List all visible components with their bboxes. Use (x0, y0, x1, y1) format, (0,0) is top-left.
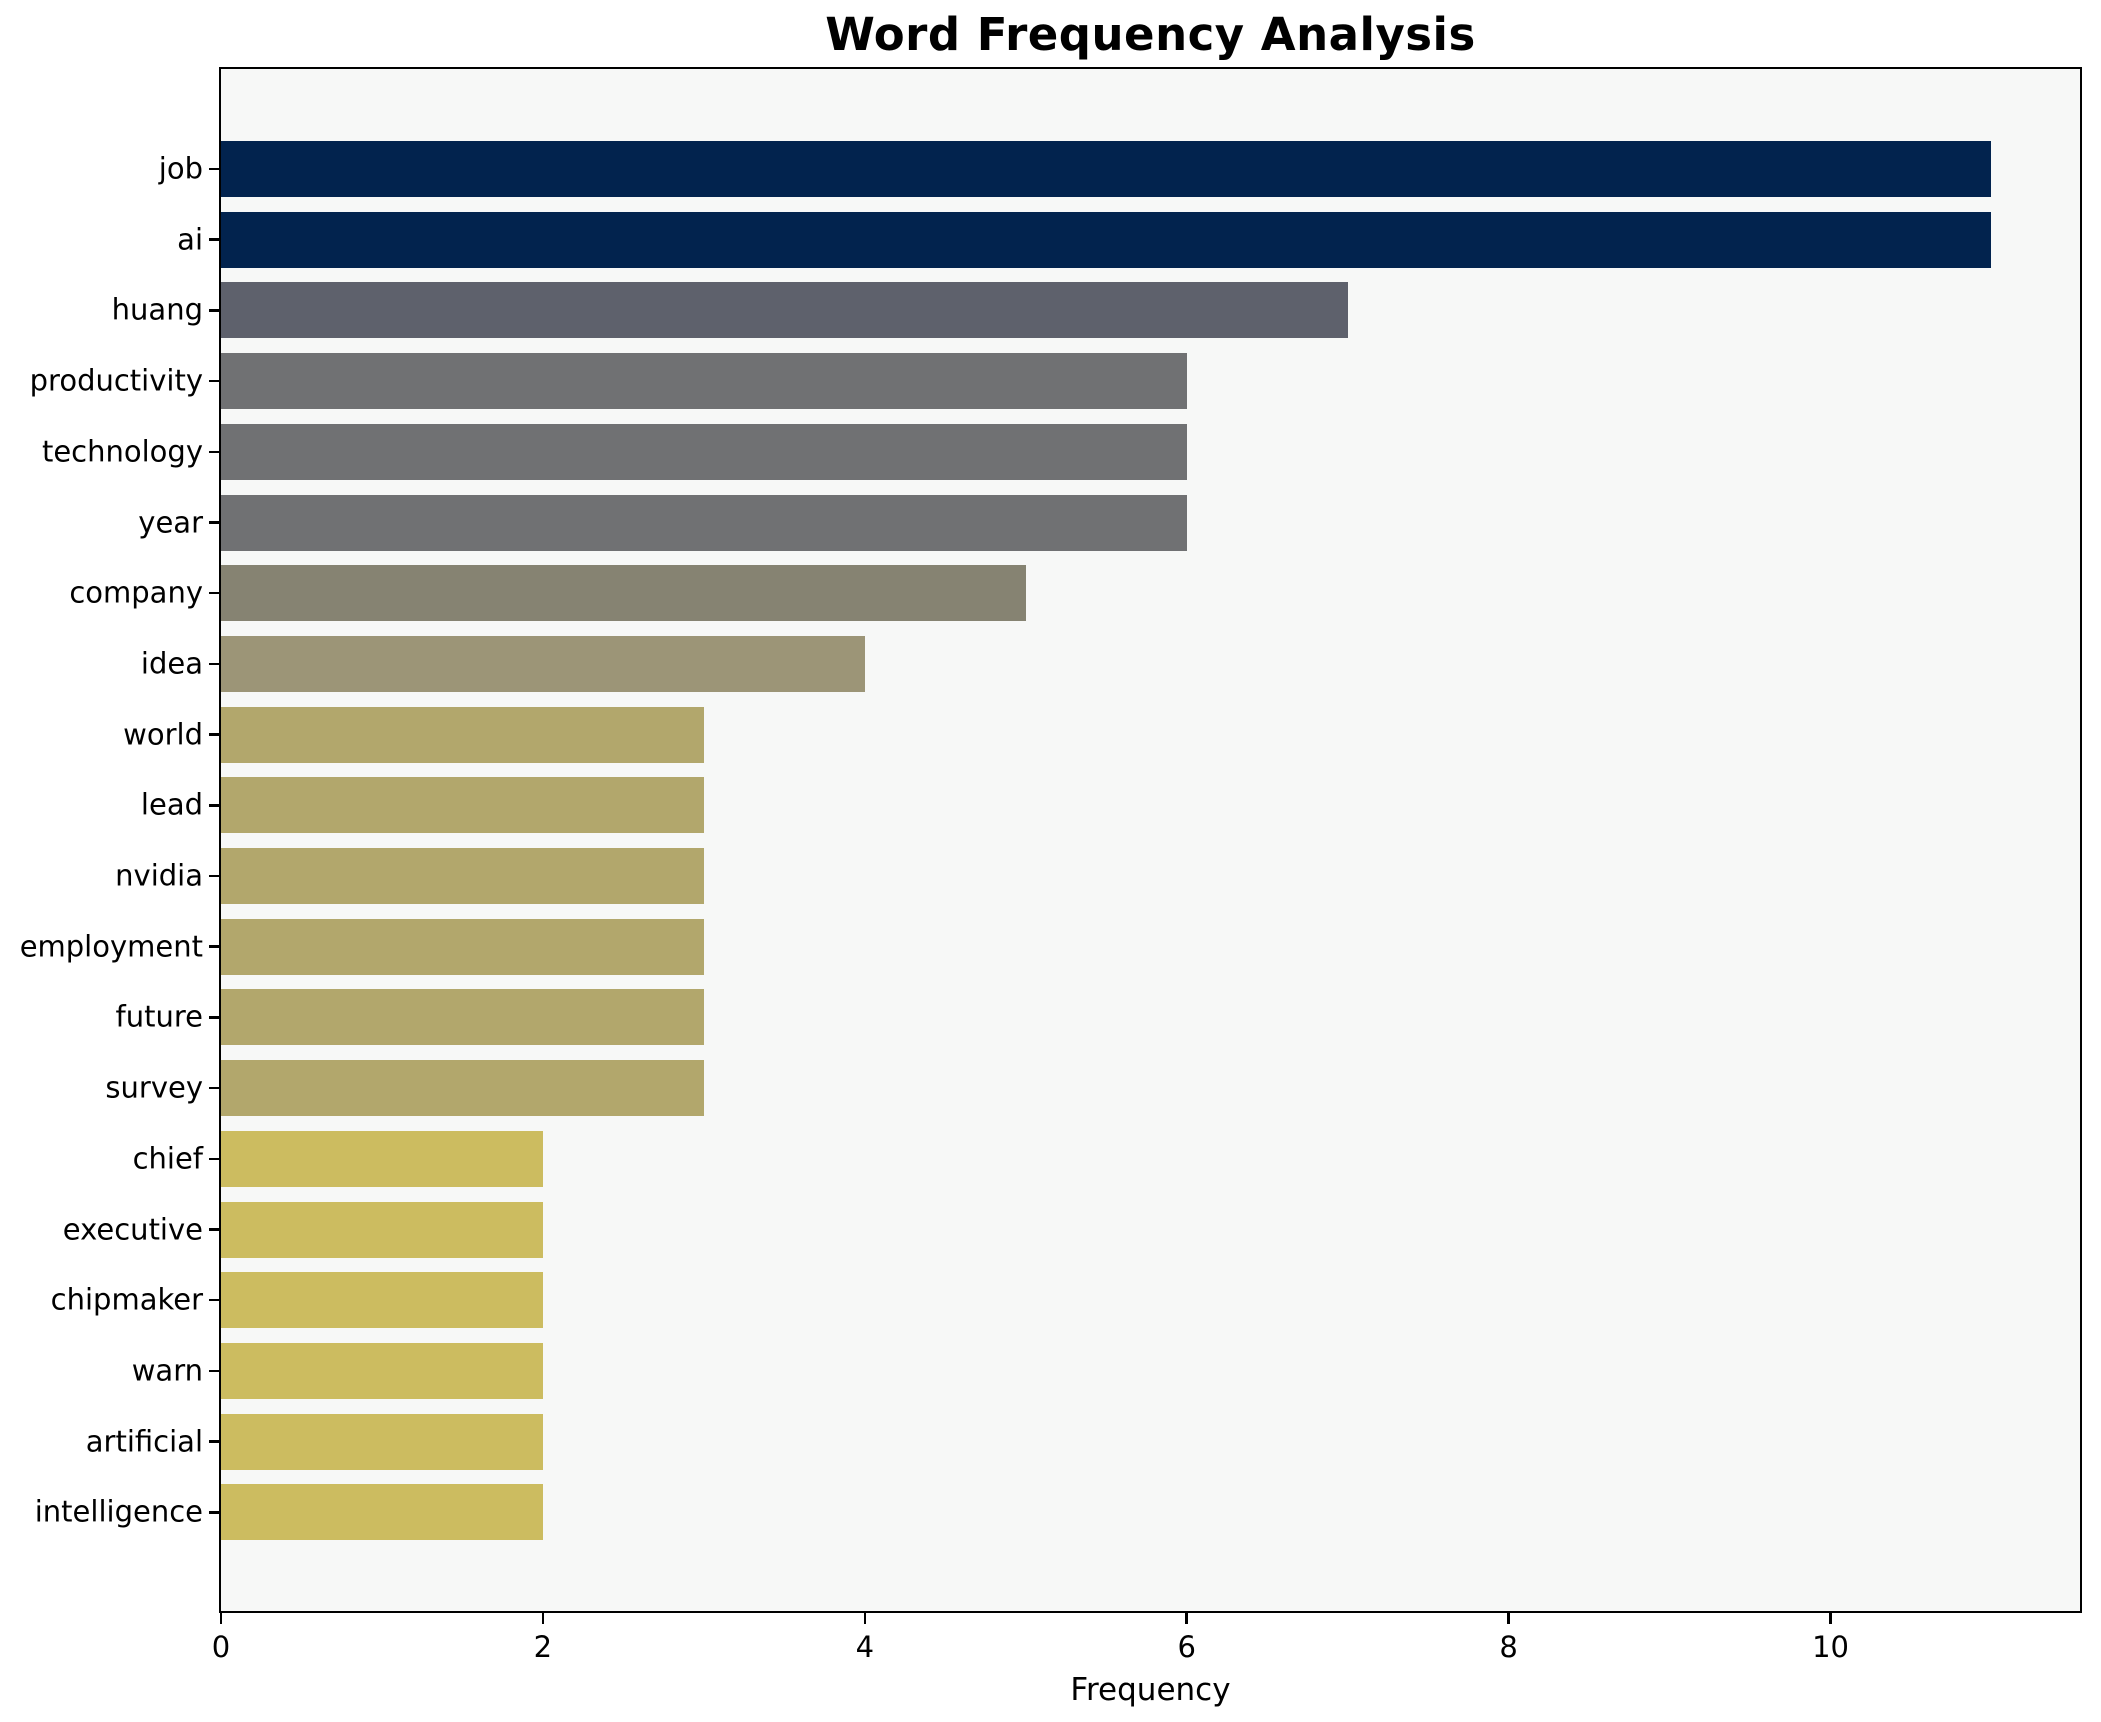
y-tick-mark (209, 1016, 221, 1019)
plot-area (221, 69, 2080, 1611)
y-label-warn: warn (131, 1353, 203, 1388)
y-tick-mark (209, 591, 221, 595)
bar-chief (221, 1130, 543, 1187)
bar-technology (221, 423, 1187, 480)
bar-chipmaker (221, 1272, 543, 1329)
chart-title: Word Frequency Analysis (825, 8, 1476, 61)
y-tick-mark (209, 450, 221, 454)
x-tick-label: 10 (1812, 1630, 1849, 1664)
bar-warn (221, 1342, 543, 1399)
y-tick-mark (209, 1440, 221, 1443)
x-tick-mark (541, 1611, 545, 1624)
x-tick-mark (1185, 1611, 1188, 1624)
x-tick-label: 6 (1177, 1630, 1196, 1664)
y-tick-mark (209, 167, 221, 171)
y-label-intelligence: intelligence (34, 1494, 203, 1529)
y-label-employment: employment (19, 929, 203, 964)
y-tick-mark (209, 804, 221, 807)
bar-ai (221, 211, 1992, 268)
bar-artificial (221, 1413, 543, 1470)
y-tick-mark (209, 1369, 221, 1373)
y-label-lead: lead (140, 787, 203, 822)
y-tick-mark (209, 1228, 221, 1231)
y-tick-mark (209, 662, 221, 666)
y-axis: job ai huang productivity technology year comp… (0, 69, 203, 1611)
bar-lead (221, 777, 704, 834)
y-tick-mark (209, 238, 221, 241)
y-tick-mark (209, 521, 221, 524)
bar-company (221, 565, 1026, 622)
y-label-survey: survey (105, 1070, 203, 1105)
y-label-future: future (115, 999, 203, 1034)
y-label-huang: huang (111, 292, 203, 327)
y-label-chief: chief (132, 1141, 203, 1176)
bar-world (221, 706, 704, 763)
y-tick-mark (209, 379, 221, 383)
bar-productivity (221, 353, 1187, 410)
y-label-nvidia: nvidia (115, 858, 203, 893)
x-tick-label: 0 (211, 1630, 231, 1664)
y-tick-mark (209, 1157, 221, 1161)
y-label-chipmaker: chipmaker (50, 1282, 203, 1317)
y-tick-mark (209, 874, 221, 878)
y-tick-mark (209, 1086, 221, 1090)
y-label-ai: ai (177, 222, 203, 257)
x-tick-mark (1507, 1611, 1510, 1624)
y-tick-mark (209, 1298, 221, 1302)
bar-intelligence (221, 1484, 543, 1541)
x-tick-label: 8 (1499, 1630, 1518, 1664)
y-label-year: year (138, 505, 203, 539)
y-tick-mark (209, 733, 221, 736)
x-axis-label: Frequency (1070, 1672, 1231, 1708)
y-label-world: world (123, 717, 203, 752)
bar-survey (221, 1060, 704, 1117)
bar-employment (221, 918, 704, 975)
y-tick-mark (209, 945, 221, 948)
bar-nvidia (221, 848, 704, 904)
y-label-technology: technology (41, 434, 203, 469)
bar-job (221, 141, 1992, 197)
y-label-job: job (158, 151, 203, 186)
y-label-executive: executive (62, 1212, 203, 1246)
x-tick-label: 4 (855, 1630, 875, 1664)
y-tick-mark (209, 1511, 221, 1514)
bar-idea (221, 635, 865, 692)
bar-executive (221, 1201, 543, 1258)
y-label-idea: idea (140, 646, 203, 681)
x-tick-mark (219, 1611, 223, 1624)
x-tick-mark (1829, 1611, 1832, 1624)
bar-future (221, 989, 704, 1046)
y-tick-mark (209, 309, 221, 312)
y-label-productivity: productivity (29, 363, 203, 398)
bar-year (221, 494, 1187, 551)
x-tick-mark (863, 1611, 867, 1624)
bar-huang (221, 282, 1348, 339)
y-label-company: company (69, 575, 203, 610)
y-label-artificial: artificial (85, 1424, 203, 1459)
x-tick-label: 2 (533, 1630, 553, 1664)
